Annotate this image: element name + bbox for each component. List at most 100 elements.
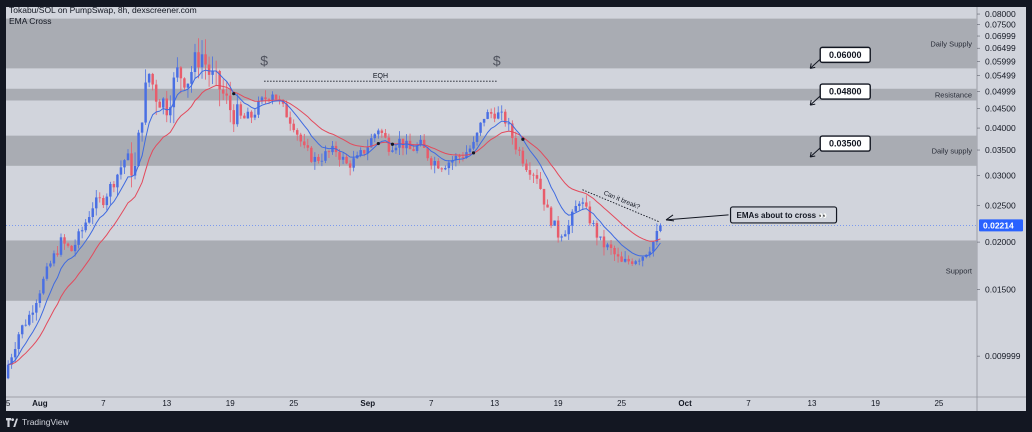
candle-body: [105, 196, 109, 206]
ema-cross-dot: [390, 142, 395, 146]
candle-body: [133, 165, 137, 176]
candle-body: [317, 156, 320, 161]
candle-body: [500, 111, 503, 113]
ema-cross-dot: [232, 92, 236, 96]
candle-body: [151, 73, 154, 85]
level-box[interactable]: [819, 46, 871, 64]
price-tick-label: 0.06499: [985, 43, 1016, 53]
last-price-tag[interactable]: [979, 219, 1023, 232]
candle-body: [190, 71, 193, 84]
zone-label: Daily supply: [932, 147, 973, 156]
candle-body: [514, 138, 518, 150]
candle-body: [288, 117, 292, 124]
candle-body: [362, 150, 366, 154]
level-label: 0.06000: [829, 50, 862, 60]
ema-cross-dot: [471, 151, 476, 155]
eqh-label: EQH: [373, 73, 388, 80]
candle-body: [306, 145, 310, 148]
candle-body: [627, 258, 630, 262]
candle-body: [630, 261, 634, 264]
candle-body: [264, 97, 267, 100]
candle-body: [112, 183, 116, 188]
brand-name: TradingView: [22, 417, 69, 427]
candle-body: [496, 112, 500, 119]
candle-body: [602, 236, 606, 248]
level-label: 0.03500: [829, 139, 862, 149]
candle-body: [373, 134, 377, 139]
candle-body: [207, 64, 211, 75]
ema-slow-line: [8, 84, 661, 366]
candle-body: [45, 266, 49, 279]
callout-box[interactable]: [729, 206, 838, 224]
candle-body: [451, 160, 454, 163]
candle-body: [221, 89, 225, 94]
price-tick-label: 0.07500: [985, 20, 1016, 30]
trendline: [582, 189, 660, 223]
level-box[interactable]: [819, 135, 871, 152]
candle-body: [102, 197, 105, 206]
time-tick-label: 5: [6, 399, 11, 408]
candle-body: [84, 222, 87, 231]
candle-body: [239, 104, 243, 116]
candle-body: [422, 139, 426, 148]
candle-body: [338, 152, 341, 160]
time-tick-label: 7: [746, 399, 751, 408]
candle-body: [652, 241, 655, 252]
candle-body: [10, 357, 13, 365]
candle-body: [123, 160, 126, 168]
candle-body: [24, 324, 27, 326]
candle-body: [162, 98, 165, 108]
dollar-mark: $: [493, 53, 501, 69]
candle-body: [542, 188, 546, 205]
candle-body: [532, 174, 535, 176]
level-box[interactable]: [819, 83, 871, 100]
candle-body: [183, 78, 186, 88]
candle-body: [380, 130, 384, 133]
callout-arrow-head: [665, 214, 675, 222]
zone-band: [6, 135, 977, 166]
candle-body: [59, 237, 63, 255]
candle-body: [20, 325, 24, 335]
candle-body: [299, 134, 302, 142]
chart-header: Tokabu/SOL on PumpSwap, 8h, dexscreener.…: [9, 5, 197, 27]
candle-body: [595, 223, 599, 238]
candle-body: [620, 256, 623, 262]
candle-body: [504, 111, 507, 124]
candle-body: [52, 253, 56, 264]
candle-body: [232, 110, 235, 125]
candle-body: [458, 155, 461, 157]
candle-body: [546, 204, 549, 208]
candle-body: [539, 178, 542, 189]
price-tick-label: 0.04999: [985, 86, 1016, 96]
candle-body: [461, 156, 465, 158]
time-tick-label: 19: [226, 399, 235, 408]
candle-body: [482, 118, 486, 123]
ema-cross-dot: [521, 137, 525, 141]
candle-body: [588, 206, 592, 224]
candle-body: [429, 158, 433, 166]
candle-body: [571, 211, 574, 226]
candle-body: [204, 54, 207, 65]
callout-label: EMAs about to cross: [737, 211, 817, 220]
zone-label: Daily Supply: [930, 40, 972, 49]
price-axis-pane: [977, 7, 1026, 397]
indicator-label[interactable]: EMA Cross: [9, 16, 52, 26]
candle-body: [535, 175, 539, 179]
time-tick-label: 13: [808, 399, 817, 408]
callout-arrow-line: [665, 214, 729, 221]
ema-cross-dot: [376, 141, 380, 146]
time-tick-label: 13: [490, 399, 499, 408]
price-tick-label: 0.02000: [985, 237, 1016, 247]
candle-body: [475, 132, 479, 142]
candle-body: [49, 263, 52, 267]
candle-body: [437, 160, 440, 169]
candle-body: [659, 225, 662, 231]
time-axis-pane: [6, 397, 977, 411]
candle-body: [303, 141, 306, 146]
tradingview-brand[interactable]: TradingView: [6, 415, 69, 429]
candle-body: [200, 54, 204, 68]
candle-body: [158, 101, 161, 108]
candle-body: [246, 111, 250, 119]
candle-body: [511, 123, 514, 139]
